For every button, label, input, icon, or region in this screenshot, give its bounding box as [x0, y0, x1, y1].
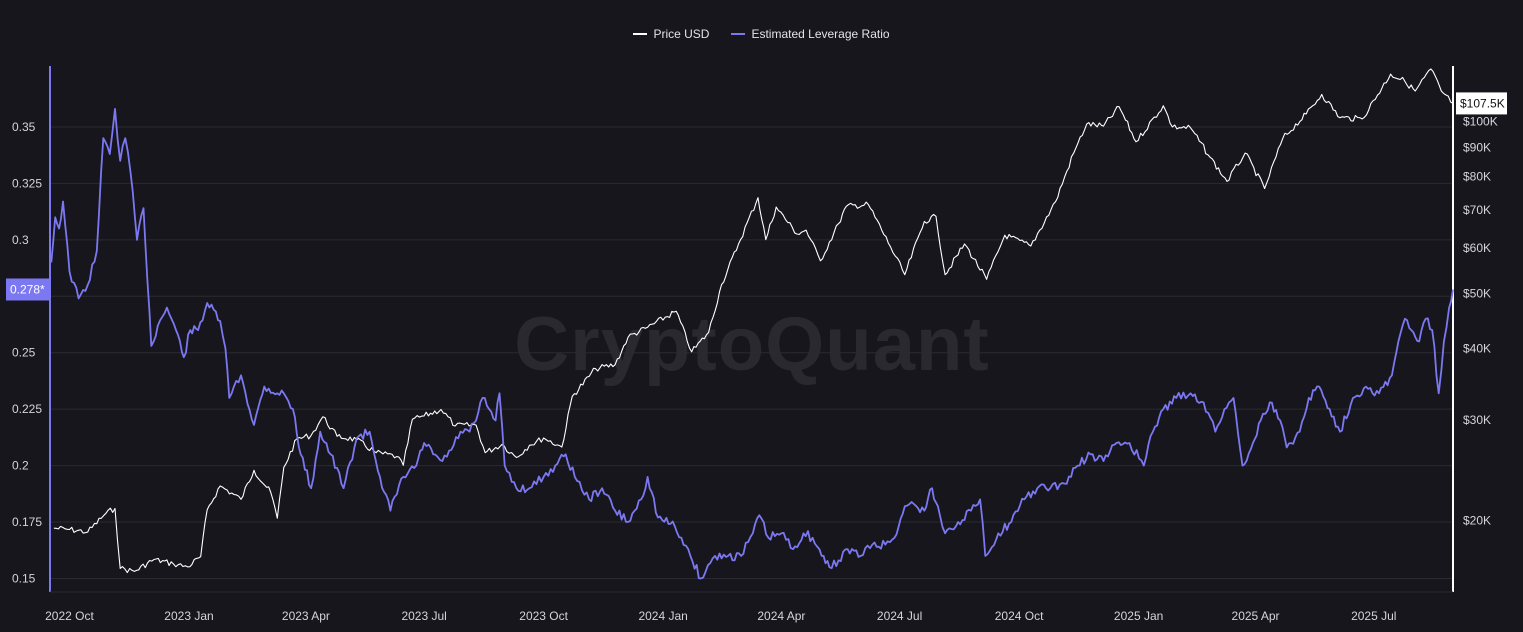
- x-tick-label: 2025 Jul: [1351, 609, 1396, 623]
- legend-item-leverage[interactable]: Estimated Leverage Ratio: [731, 27, 890, 41]
- y-right-tick-label: $30K: [1463, 413, 1491, 427]
- y-left-tick-label: 0.225: [12, 402, 42, 416]
- x-tick-label: 2024 Jan: [638, 609, 687, 623]
- x-tick-label: 2024 Oct: [995, 609, 1044, 623]
- y-right-tick-label: $50K: [1463, 286, 1491, 300]
- legend-leverage-label: Estimated Leverage Ratio: [751, 27, 890, 41]
- y-right-tick-label: $90K: [1463, 140, 1491, 154]
- series-layer: [50, 68, 1454, 580]
- left-current-value-badge: [6, 278, 50, 301]
- x-tick-label: 2024 Jul: [877, 609, 922, 623]
- y-right-tick-label: $80K: [1463, 170, 1491, 184]
- x-tick-label: 2023 Oct: [519, 609, 568, 623]
- y-right-tick-label: $60K: [1463, 241, 1491, 255]
- right-current-value-label: $107.5K: [1460, 96, 1505, 110]
- watermark: CryptoQuant: [514, 302, 989, 387]
- price-swatch-icon: [633, 33, 648, 35]
- y-right-tick-label: $40K: [1463, 342, 1491, 356]
- x-tick-label: 2025 Jan: [1114, 609, 1163, 623]
- left-current-value-label: 0.278*: [10, 282, 45, 296]
- y-left-tick-label: 0.35: [12, 120, 36, 134]
- axes: [49, 66, 1454, 593]
- y-left-tick-label: 0.175: [12, 515, 42, 529]
- legend: Price USD Estimated Leverage Ratio: [0, 24, 1523, 44]
- y-right-tick-label: $100K: [1463, 114, 1498, 128]
- y-left-tick-label: 0.25: [12, 346, 36, 360]
- axis-labels: 0.15 0.175 0.2 0.225 0.25 0.3 0.325 0.35 $20K $30…: [6, 92, 1507, 623]
- x-tick-label: 2024 Apr: [757, 609, 805, 623]
- y-right-tick-label: $70K: [1463, 203, 1491, 217]
- legend-price-label: Price USD: [653, 27, 710, 41]
- x-tick-label: 2023 Apr: [282, 609, 330, 623]
- series-line-leverage[interactable]: [50, 108, 1454, 580]
- y-right-tick-label: $20K: [1463, 514, 1491, 528]
- y-left-tick-label: 0.2: [12, 459, 29, 473]
- y-left-tick-label: 0.325: [12, 176, 42, 190]
- x-tick-label: 2023 Jul: [401, 609, 446, 623]
- x-tick-label: 2025 Apr: [1232, 609, 1280, 623]
- leverage-swatch-icon: [731, 33, 746, 35]
- x-tick-label: 2023 Jan: [164, 609, 213, 623]
- right-current-value-badge: [1456, 92, 1507, 115]
- grid-lines: [50, 126, 1453, 579]
- legend-item-price[interactable]: Price USD: [633, 27, 709, 41]
- x-tick-label: 2022 Oct: [45, 609, 94, 623]
- y-left-tick-label: 0.3: [12, 233, 29, 247]
- series-line-price[interactable]: [53, 68, 1454, 574]
- y-left-tick-label: 0.15: [12, 571, 36, 585]
